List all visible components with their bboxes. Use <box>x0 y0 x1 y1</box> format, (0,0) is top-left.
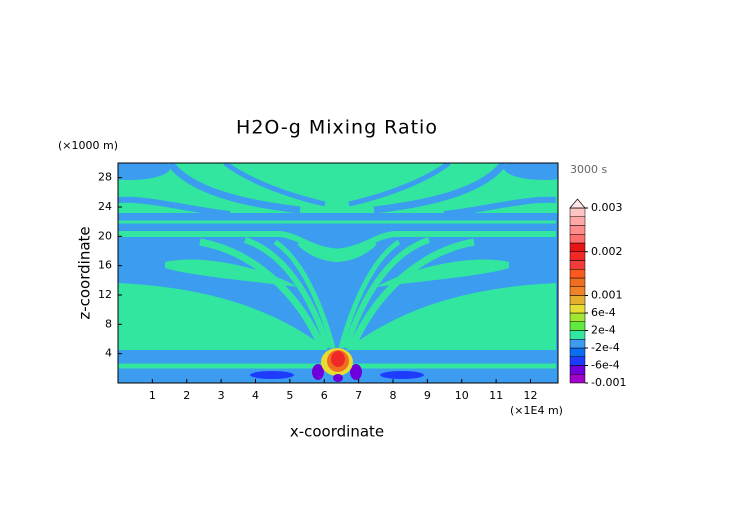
x-tick-label: 11 <box>489 389 503 402</box>
colorbar-box <box>569 242 586 252</box>
colorbar-box <box>569 321 586 331</box>
x-tick-label: 1 <box>149 389 156 402</box>
y-tick-label: 24 <box>98 200 112 213</box>
y-unit: (×1000 m) <box>58 139 118 152</box>
plot-frame <box>117 162 559 384</box>
colorbar-label: -0.001 <box>591 376 626 389</box>
colorbar-box <box>569 356 586 366</box>
y-tick-label: 20 <box>98 229 112 242</box>
contour-field <box>118 163 558 383</box>
time-label: 3000 s <box>570 163 607 176</box>
field-stripe <box>244 237 331 349</box>
x-tick-label: 5 <box>286 389 293 402</box>
x-tick-label: 9 <box>424 389 431 402</box>
field-region <box>118 283 328 350</box>
colorbar-over <box>569 198 586 209</box>
chart-title: H2O-g Mixing Ratio <box>236 117 438 139</box>
colorbar-label: 0.002 <box>591 245 623 258</box>
colorbar-box <box>569 312 586 322</box>
field-low <box>333 374 343 382</box>
y-tick-label: 4 <box>105 347 112 360</box>
x-tick-label: 6 <box>321 389 328 402</box>
y-tick-label: 16 <box>98 259 112 272</box>
colorbar-label: 2e-4 <box>591 324 616 337</box>
colorbar-label: 6e-4 <box>591 306 616 319</box>
colorbar-box <box>569 277 586 287</box>
field-region <box>165 259 298 287</box>
field-low <box>250 371 294 379</box>
x-axis-label: x-coordinate <box>290 423 384 441</box>
x-tick-label: 7 <box>355 389 362 402</box>
colorbar-box <box>569 260 586 270</box>
colorbar-box <box>569 295 586 305</box>
colorbar-box <box>569 365 586 375</box>
colorbar-box <box>569 286 586 296</box>
x-tick-label: 4 <box>252 389 259 402</box>
x-tick-label: 3 <box>218 389 225 402</box>
x-tick-label: 12 <box>524 389 538 402</box>
colorbar-label: 0.001 <box>591 289 623 302</box>
colorbar-box <box>569 251 586 261</box>
field-stripe <box>118 196 231 217</box>
field-low <box>312 364 324 380</box>
y-tick-label: 28 <box>98 171 112 184</box>
field-stripe <box>199 238 326 350</box>
colorbar-box <box>569 304 586 314</box>
y-tick-label: 12 <box>98 288 112 301</box>
field-high <box>331 351 345 367</box>
colorbar-label: -6e-4 <box>591 359 620 372</box>
x-tick-label: 2 <box>183 389 190 402</box>
colorbar-box <box>569 374 586 384</box>
x-tick-label: 8 <box>390 389 397 402</box>
y-tick-label: 8 <box>105 317 112 330</box>
colorbar-box <box>569 347 586 357</box>
colorbar-box <box>569 234 586 244</box>
colorbar-box <box>569 225 586 235</box>
field-blob <box>118 163 170 180</box>
x-unit: (×1E4 m) <box>510 404 563 417</box>
field-top <box>118 163 558 213</box>
colorbar-box <box>569 339 586 349</box>
field-stripe <box>167 163 301 214</box>
colorbar-box <box>569 330 586 340</box>
colorbar-box <box>569 216 586 226</box>
field-stripe <box>223 163 326 207</box>
colorbar-box <box>569 207 586 217</box>
colorbar-label: -2e-4 <box>591 341 620 354</box>
y-axis-label: z-coordinate <box>76 226 94 319</box>
field-stripe <box>273 239 336 349</box>
x-tick-label: 10 <box>455 389 469 402</box>
colorbar-label: 0.003 <box>591 201 623 214</box>
colorbar-box <box>569 269 586 279</box>
